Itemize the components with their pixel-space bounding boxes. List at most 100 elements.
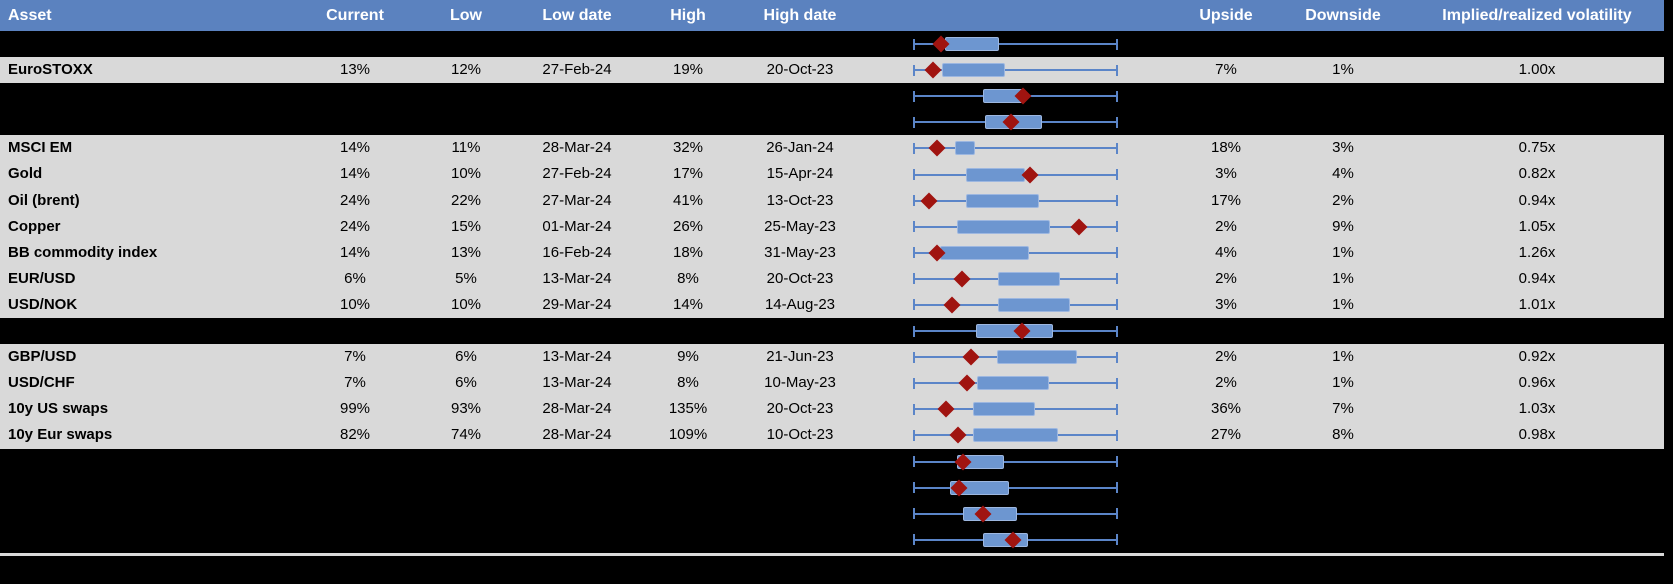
high-date-value: 26-Jan-24 [766,139,834,157]
table-row: EUR/USD 6% 5% 13-Mar-24 8% 20-Oct-23 2% … [0,265,1664,292]
asset-name: BB commodity index [8,243,158,261]
whisker-cap-left [913,456,915,468]
whisker-cap-right [1116,64,1118,76]
whisker-cap-left [913,169,915,181]
low-date-value: 16-Feb-24 [542,243,612,261]
low-date-value: 27-Feb-24 [542,165,612,183]
downside-value: 1% [1332,269,1354,287]
boxplot-box [998,271,1061,286]
downside-value: 2% [1332,191,1354,209]
whisker-line [913,460,1118,463]
spacer-row [0,448,1664,475]
high-value: 14% [672,295,704,313]
whisker-cap-right [1116,90,1118,102]
boxplot-track [913,83,1118,109]
downside-value: 9% [1332,217,1354,235]
volatility-boxplot [856,31,1176,57]
col-header-boxplot-blank [856,0,1176,31]
table-row: EuroSTOXX 13% 12% 27-Feb-24 19% 20-Oct-2… [0,57,1664,84]
boxplot-track [913,422,1118,448]
volatility-boxplot [856,188,1176,214]
whisker-cap-right [1116,299,1118,311]
low-date-value: 28-Mar-24 [542,139,612,157]
asset-name: USD/NOK [8,295,78,313]
asset-name: MSCI EM [8,139,73,157]
high-value: 135% [668,400,708,418]
whisker-cap-left [913,351,915,363]
low-value: 74% [450,426,482,444]
low-value: 6% [455,374,477,392]
low-value: 93% [450,400,482,418]
whisker-cap-right [1116,195,1118,207]
current-value: 14% [339,243,371,261]
implied-realized-value: 1.26x [1518,243,1556,261]
boxplot-box [972,402,1035,417]
whisker-cap-left [913,273,915,285]
high-date-value: 20-Oct-23 [766,269,834,287]
high-date-value: 13-Oct-23 [766,191,834,209]
table-row: MSCI EM 14% 11% 28-Mar-24 32% 26-Jan-24 … [0,135,1664,162]
boxplot-box [944,37,999,52]
whisker-cap-right [1116,508,1118,520]
boxplot-track [913,240,1118,266]
implied-volatility-table: Asset Current Low Low date High High dat… [0,0,1664,556]
boxplot-box [976,376,1049,391]
col-header-high-date: High date [763,6,837,24]
whisker-cap-left [913,299,915,311]
high-date-value: 31-May-23 [764,243,836,261]
high-value: 32% [672,139,704,157]
upside-value: 3% [1215,295,1237,313]
high-value: 41% [672,191,704,209]
low-date-value: 28-Mar-24 [542,426,612,444]
whisker-cap-right [1116,142,1118,154]
table-row: Copper 24% 15% 01-Mar-24 26% 25-May-23 2… [0,213,1664,240]
col-header-low-date: Low date [542,6,612,24]
asset-name: USD/CHF [8,374,75,392]
current-value: 6% [344,269,366,287]
table-row: 10y Eur swaps 82% 74% 28-Mar-24 109% 10-… [0,422,1664,449]
current-diamond-marker [937,400,955,418]
table-body: EuroSTOXX 13% 12% 27-Feb-24 19% 20-Oct-2… [0,31,1664,553]
whisker-cap-left [913,534,915,546]
upside-value: 17% [1210,191,1242,209]
boxplot-box [966,167,1025,182]
implied-realized-value: 0.96x [1518,374,1556,392]
current-value: 14% [339,165,371,183]
boxplot-track [913,292,1118,318]
current-diamond-marker [943,296,961,314]
high-date-value: 20-Oct-23 [766,61,834,79]
spacer-row [0,526,1664,553]
whisker-cap-left [913,325,915,337]
current-value: 99% [339,400,371,418]
whisker-cap-left [913,403,915,415]
low-date-value: 28-Mar-24 [542,400,612,418]
boxplot-box [949,480,1010,495]
upside-value: 2% [1215,374,1237,392]
asset-name: Oil (brent) [8,191,80,209]
whisker-cap-left [913,64,915,76]
boxplot-box [966,193,1039,208]
current-diamond-marker [928,139,946,157]
downside-value: 1% [1332,374,1354,392]
boxplot-track [913,57,1118,83]
low-date-value: 27-Mar-24 [542,191,612,209]
implied-realized-value: 1.03x [1518,400,1556,418]
whisker-cap-left [913,142,915,154]
table-header-row: Asset Current Low Low date High High dat… [0,0,1664,31]
boxplot-track [913,527,1118,553]
boxplot-track [913,501,1118,527]
table-row: GBP/USD 7% 6% 13-Mar-24 9% 21-Jun-23 2% … [0,344,1664,371]
current-value: 13% [339,61,371,79]
col-header-high: High [670,6,706,24]
table-bottom-border [0,552,1664,556]
current-value: 7% [344,348,366,366]
whisker-cap-right [1116,221,1118,233]
upside-value: 2% [1215,217,1237,235]
whisker-cap-right [1116,273,1118,285]
low-value: 12% [450,61,482,79]
current-diamond-marker [920,192,938,210]
boxplot-track [913,370,1118,396]
low-date-value: 27-Feb-24 [542,61,612,79]
current-diamond-marker [924,61,942,79]
whisker-line [913,69,1118,72]
